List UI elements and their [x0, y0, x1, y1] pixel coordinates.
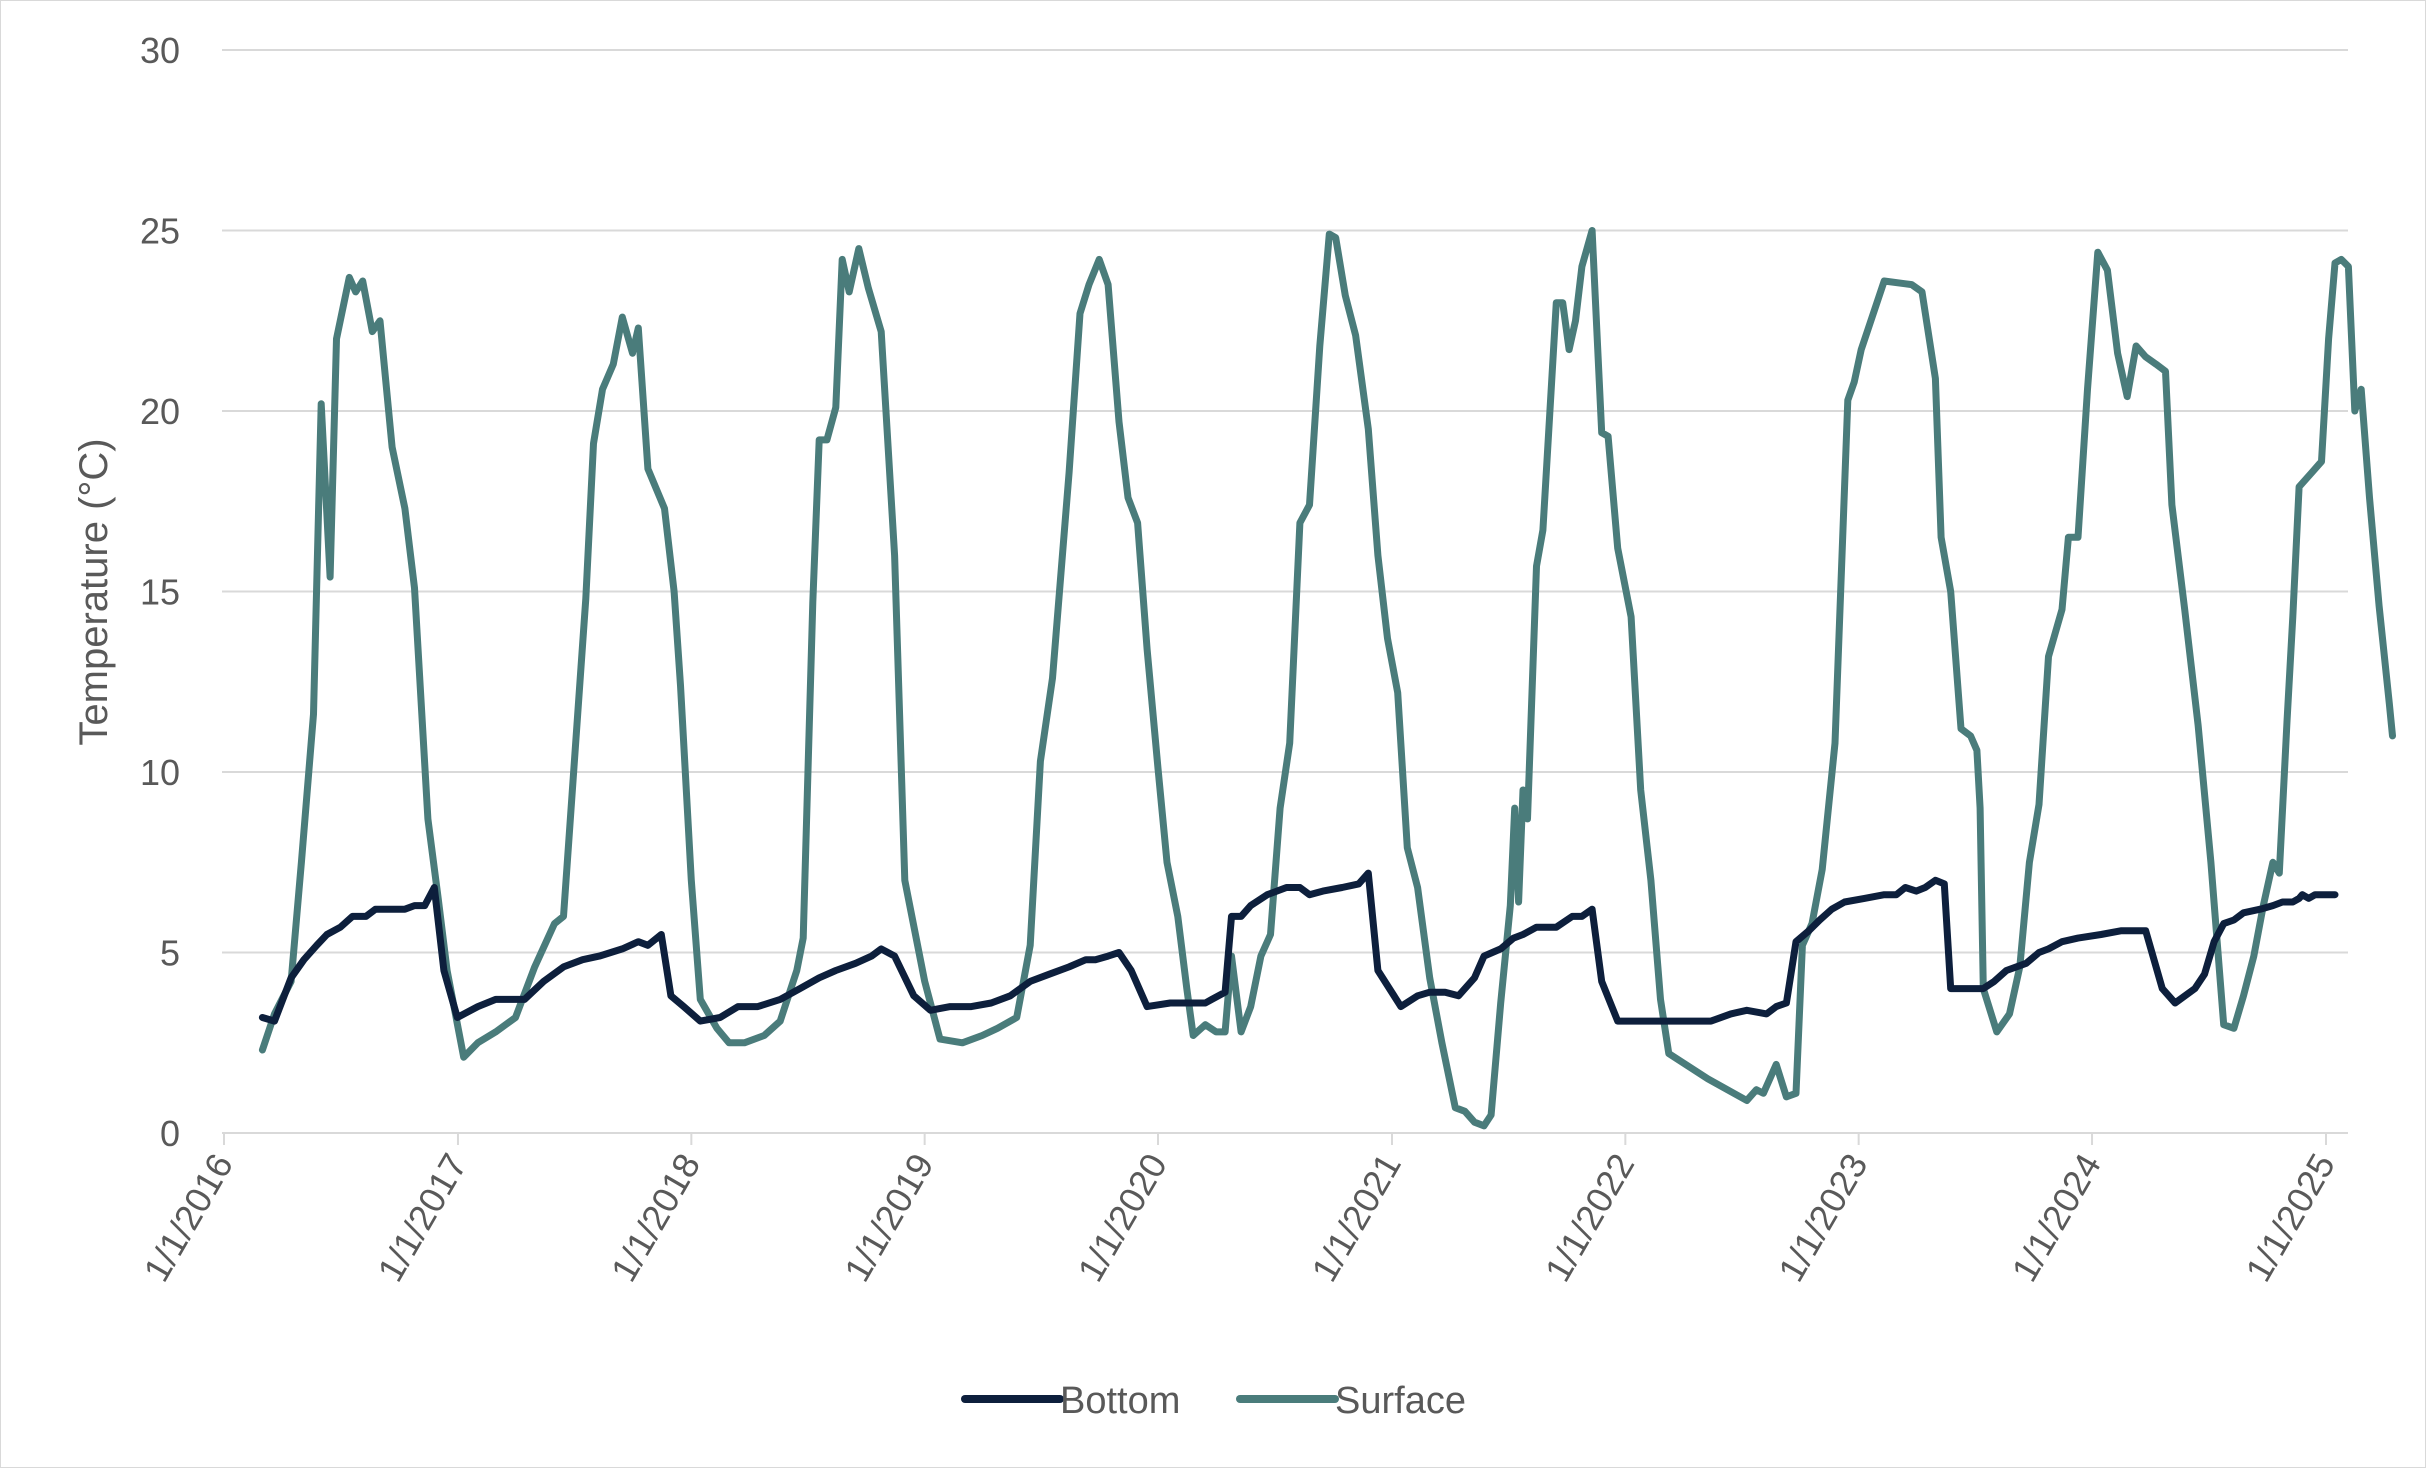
y-tick-label: 25	[140, 211, 180, 252]
series-line-bottom	[258, 869, 2339, 1025]
x-tick-label: 1/1/2017	[369, 1147, 475, 1289]
y-axis: 0 5 10 15 20 25 30	[140, 30, 180, 1154]
x-tick-label: 1/1/2021	[1303, 1147, 1409, 1289]
legend-label: Surface	[1335, 1380, 1466, 1422]
gridlines	[222, 49, 2348, 954]
legend-item-bottom: Bottom	[961, 1380, 1180, 1422]
y-tick-label: 10	[140, 752, 180, 793]
legend-item-surface: Surface	[1236, 1380, 1466, 1422]
y-tick-label: 20	[140, 391, 180, 432]
y-tick-label: 0	[160, 1113, 180, 1154]
x-tick-label: 1/1/2018	[603, 1147, 709, 1289]
x-tick-label: 1/1/2019	[836, 1147, 942, 1289]
x-tick-label: 1/1/2020	[1069, 1147, 1175, 1289]
y-axis-title: Temperature (°C)	[72, 438, 116, 745]
series-layer	[258, 227, 2396, 1130]
x-tick-label: 1/1/2025	[2237, 1147, 2343, 1289]
series-line-surface	[258, 227, 2396, 1130]
x-tick-label: 1/1/2024	[2003, 1147, 2109, 1289]
x-tick-label: 1/1/2022	[1537, 1147, 1643, 1289]
x-tick-label: 1/1/2023	[1770, 1147, 1876, 1289]
legend-label: Bottom	[1060, 1380, 1180, 1422]
x-axis: 1/1/2016 1/1/2017 1/1/2018 1/1/2019 1/1/2020…	[135, 1132, 2348, 1289]
legend: Bottom Surface	[961, 1380, 1466, 1422]
y-tick-label: 30	[140, 30, 180, 71]
y-tick-label: 5	[160, 933, 180, 974]
y-tick-label: 15	[140, 572, 180, 613]
x-tick-label: 1/1/2016	[135, 1147, 241, 1289]
